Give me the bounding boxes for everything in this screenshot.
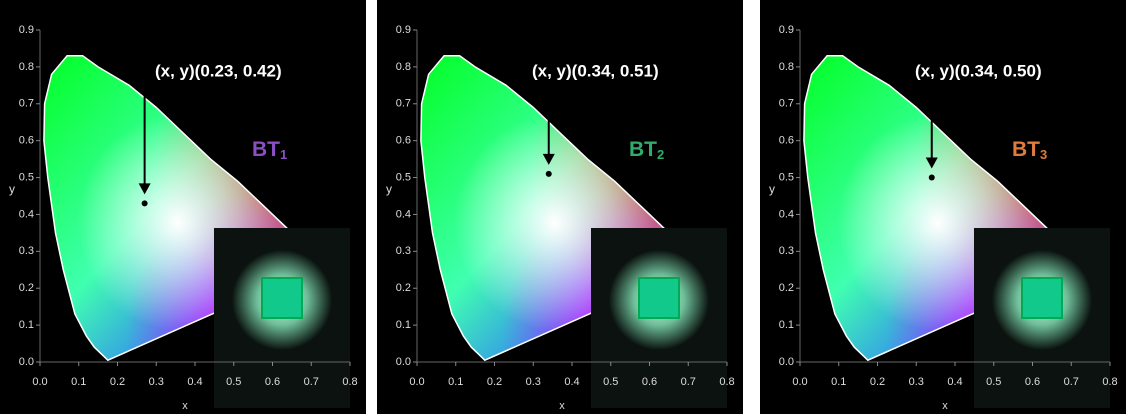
x-tick-label: 0.1 (831, 376, 846, 388)
x-axis-label: x (559, 400, 565, 412)
y-tick-label: 0.2 (396, 282, 411, 294)
inset-chip (638, 277, 680, 319)
y-tick-label: 0.9 (779, 24, 794, 36)
x-tick-label: 0.2 (870, 376, 885, 388)
x-tick-label: 0.3 (909, 376, 924, 388)
y-tick-label: 0.0 (396, 356, 411, 368)
chart-panel: 0.0 0.1 0.2 0.3 0.4 0.5 0.6 0.7 0.8 0.0 0.1 0.2 0.3 0… (760, 0, 1126, 414)
x-tick-label: 0.1 (448, 376, 463, 388)
y-tick-label: 0.9 (396, 24, 411, 36)
y-tick-label: 0.1 (19, 319, 34, 331)
x-tick-label: 0.4 (187, 376, 202, 388)
y-tick-label: 0.7 (396, 98, 411, 110)
chart-panel: 0.0 0.1 0.2 0.3 0.4 0.5 0.6 0.7 0.8 0.0 0.1 0.2 0.3 0… (377, 0, 743, 414)
arrow-head (542, 153, 555, 165)
x-tick-label: 0.5 (226, 376, 241, 388)
spectral-locus (43, 55, 327, 362)
x-tick-label: 0.6 (642, 376, 657, 388)
sample-label-sub: 3 (1040, 147, 1047, 162)
data-point (545, 170, 552, 177)
y-tick-label: 0.6 (396, 135, 411, 147)
sample-label: BT2 (629, 138, 664, 163)
y-tick-label: 0.0 (779, 356, 794, 368)
x-tick-label: 0.8 (1102, 376, 1117, 388)
annotation: (x, y)(0.34, 0.50) (915, 61, 1042, 80)
sample-label-sub: 2 (657, 147, 664, 162)
y-tick-label: 0.5 (779, 171, 794, 183)
data-point (928, 174, 935, 181)
sample-label-main: BT (252, 138, 280, 161)
sample-label: BT1 (252, 138, 287, 163)
x-tick-label: 0.5 (986, 376, 1001, 388)
x-tick-label: 0.4 (564, 376, 579, 388)
y-tick-label: 0.2 (19, 282, 34, 294)
spectral-locus (803, 55, 1087, 362)
x-tick-label: 0.4 (947, 376, 962, 388)
x-tick-label: 0.3 (149, 376, 164, 388)
y-axis-label: y (9, 182, 15, 196)
y-tick-label: 0.8 (19, 61, 34, 73)
y-tick-label: 0.0 (19, 356, 34, 368)
y-tick-label: 0.3 (396, 245, 411, 257)
y-tick-label: 0.3 (19, 245, 34, 257)
y-tick-label: 0.7 (779, 98, 794, 110)
arrow-head (138, 183, 151, 195)
arrow-head (925, 157, 938, 169)
y-tick-label: 0.4 (19, 208, 34, 220)
spectral-locus (420, 55, 704, 362)
y-tick-label: 0.6 (779, 135, 794, 147)
inset-chip (261, 277, 303, 319)
x-tick-label: 0.6 (1025, 376, 1040, 388)
chart-panel: 0.0 0.1 0.2 0.3 0.4 0.5 0.6 0.7 0.8 0.0 0.1 0.2 0.3 0… (0, 0, 366, 414)
x-tick-label: 0.1 (71, 376, 86, 388)
y-tick-label: 0.5 (396, 171, 411, 183)
x-tick-label: 0.7 (1064, 376, 1079, 388)
y-axis-label: y (769, 182, 775, 196)
y-tick-label: 0.4 (396, 208, 411, 220)
inset-chip (1021, 277, 1063, 319)
y-tick-label: 0.7 (19, 98, 34, 110)
x-tick-label: 0.0 (409, 376, 424, 388)
y-tick-label: 0.2 (779, 282, 794, 294)
x-tick-label: 0.5 (603, 376, 618, 388)
annotation: (x, y)(0.34, 0.51) (532, 61, 659, 80)
y-tick-label: 0.8 (396, 61, 411, 73)
x-axis-label: x (942, 400, 948, 412)
y-tick-label: 0.8 (779, 61, 794, 73)
x-tick-label: 0.0 (792, 376, 807, 388)
y-axis-label: y (386, 182, 392, 196)
sample-label-sub: 1 (280, 147, 287, 162)
sample-label-main: BT (1012, 138, 1040, 161)
data-point (141, 200, 148, 207)
x-tick-label: 0.7 (681, 376, 696, 388)
y-tick-label: 0.6 (19, 135, 34, 147)
annotation: (x, y)(0.23, 0.42) (155, 61, 282, 80)
y-tick-label: 0.3 (779, 245, 794, 257)
sample-label-main: BT (629, 138, 657, 161)
y-tick-label: 0.1 (779, 319, 794, 331)
y-tick-label: 0.1 (396, 319, 411, 331)
sample-label: BT3 (1012, 138, 1047, 163)
x-tick-label: 0.6 (265, 376, 280, 388)
x-axis-label: x (182, 400, 188, 412)
y-tick-label: 0.4 (779, 208, 794, 220)
x-tick-label: 0.2 (110, 376, 125, 388)
x-tick-label: 0.0 (32, 376, 47, 388)
x-tick-label: 0.3 (526, 376, 541, 388)
x-tick-label: 0.8 (719, 376, 734, 388)
x-tick-label: 0.7 (304, 376, 319, 388)
y-tick-label: 0.9 (19, 24, 34, 36)
x-tick-label: 0.2 (487, 376, 502, 388)
x-tick-label: 0.8 (342, 376, 357, 388)
y-tick-label: 0.5 (19, 171, 34, 183)
